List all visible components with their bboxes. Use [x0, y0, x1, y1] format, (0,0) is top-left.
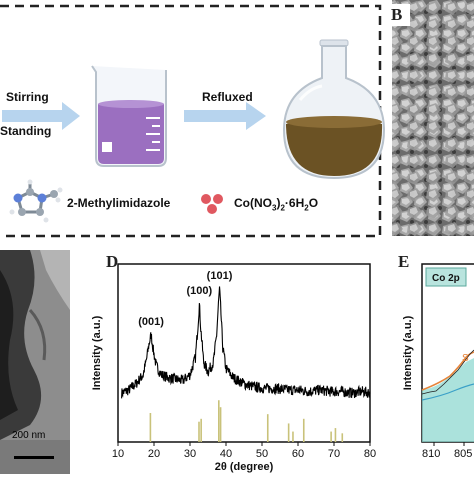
xps-raw-line — [421, 349, 474, 395]
flask-icon — [282, 39, 386, 180]
xrd-x-tick-label: 50 — [256, 448, 268, 460]
beaker-icon — [91, 65, 167, 167]
schematic-graphics — [0, 4, 386, 238]
xps-tag-box — [425, 267, 467, 287]
xps-tick-label-805: 805 — [454, 448, 472, 460]
xps-peak-fragment: S — [462, 353, 469, 364]
tem-image — [0, 250, 70, 474]
xrd-x-tick-label: 20 — [148, 448, 160, 460]
xrd-x-tick-label: 80 — [364, 448, 376, 460]
xps-fill-region — [422, 358, 474, 442]
step-standing-label: Standing — [0, 124, 52, 138]
arrow-stirring — [2, 102, 80, 130]
tem-scale-bar-label: 200 nm — [12, 430, 46, 441]
step-stirring-label: Stirring — [6, 90, 49, 104]
sem-image — [392, 0, 474, 236]
panel-b-label: B — [391, 5, 403, 24]
xrd-plot-frame — [117, 263, 371, 443]
panel-d-label: D — [106, 252, 119, 271]
xrd-peak-label: (001) — [138, 316, 164, 328]
xrd-x-tick-label: 10 — [112, 448, 124, 460]
xrd-y-axis-title: Intensity (a.u.) — [91, 315, 103, 390]
xrd-pattern-line — [121, 286, 371, 399]
xrd-x-axis-title: 2θ (degree) — [215, 461, 274, 473]
xrd-x-tick-label: 30 — [184, 448, 196, 460]
xrd-x-tick-label: 40 — [220, 448, 232, 460]
sem-panel: B — [386, 0, 474, 236]
methylimidazole-molecule-icon — [9, 179, 63, 223]
synthesis-schematic: Stirring Standing Refluxed 2-Methylimida… — [0, 0, 390, 242]
xrd-peak-label: (100) — [187, 285, 213, 297]
xps-chart: Co 2p S Intensity (a.u.) 810 805 — [402, 263, 474, 460]
xrd-x-tick-label: 70 — [328, 448, 340, 460]
xps-fit-line — [421, 351, 474, 391]
panel-e-label: E — [398, 252, 410, 271]
tem-panel: 200 nm — [0, 250, 70, 474]
xrd-chart: 10 20 30 40 50 60 70 80 (001) (100) (101) 2θ (deg… — [91, 263, 376, 473]
step-refluxed-label: Refluxed — [202, 90, 253, 104]
xrd-peak-label: (101) — [207, 270, 233, 282]
legend-salt-label: Co(NO3)2·6H2O — [234, 196, 319, 213]
legend-ligand-label: 2-Methylimidazole — [67, 196, 171, 210]
xps-tick-label-810: 810 — [422, 448, 440, 460]
xps-tag: Co 2p — [432, 273, 460, 284]
xrd-x-tick-label: 60 — [292, 448, 304, 460]
xps-y-axis-title: Intensity (a.u.) — [402, 315, 414, 390]
arrow-refluxed — [184, 102, 266, 130]
xps-baseline — [421, 383, 474, 401]
sem-letter-box — [388, 4, 410, 26]
cobalt-nitrate-dots-icon — [201, 194, 223, 214]
